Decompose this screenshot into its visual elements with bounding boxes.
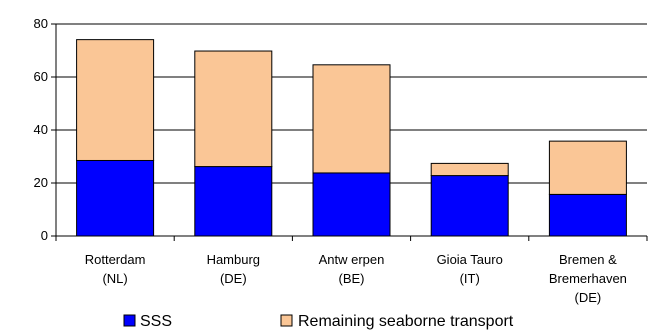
x-category-label: Gioia Tauro xyxy=(437,252,503,267)
x-category-labels: Rotterdam (NL) Hamburg (DE) Antw erpen (BE) Gi… xyxy=(85,252,627,305)
y-tick-label: 60 xyxy=(34,69,48,84)
legend-label: Remaining seaborne transport xyxy=(298,313,514,330)
y-tick-label: 80 xyxy=(34,16,48,31)
x-category-label: Bremerhaven xyxy=(549,271,627,286)
bars xyxy=(76,39,627,237)
legend: SSS Remaining seaborne transport xyxy=(123,313,514,330)
bar-sss xyxy=(76,159,155,237)
x-category-label: (DE) xyxy=(220,271,247,286)
y-tick-labels: 0 20 40 60 80 xyxy=(34,16,48,243)
bar-sss xyxy=(430,175,509,237)
bar-remaining-seaborne xyxy=(312,64,391,174)
x-category-label: (IT) xyxy=(460,271,480,286)
x-category-label: Rotterdam xyxy=(85,252,146,267)
x-category-label: Bremen & xyxy=(559,252,617,267)
y-tick-label: 0 xyxy=(41,228,48,243)
bar-sss xyxy=(194,166,273,237)
x-category-label: Antw erpen xyxy=(319,252,385,267)
x-category-label: (NL) xyxy=(102,271,127,286)
x-category-label: Hamburg xyxy=(207,252,260,267)
bar-sss xyxy=(548,193,627,237)
legend-swatch-remaining-seaborne xyxy=(280,314,293,327)
legend-swatch-sss xyxy=(123,314,136,327)
x-category-label: (DE) xyxy=(575,290,602,305)
x-category-label: (BE) xyxy=(339,271,365,286)
bar-remaining-seaborne xyxy=(430,162,509,177)
legend-label: SSS xyxy=(140,313,172,330)
y-tick-label: 40 xyxy=(34,122,48,137)
bar-remaining-seaborne xyxy=(76,39,155,161)
bar-remaining-seaborne xyxy=(548,140,627,195)
bar-sss xyxy=(312,172,391,237)
bar-remaining-seaborne xyxy=(194,50,273,168)
y-tick-label: 20 xyxy=(34,175,48,190)
